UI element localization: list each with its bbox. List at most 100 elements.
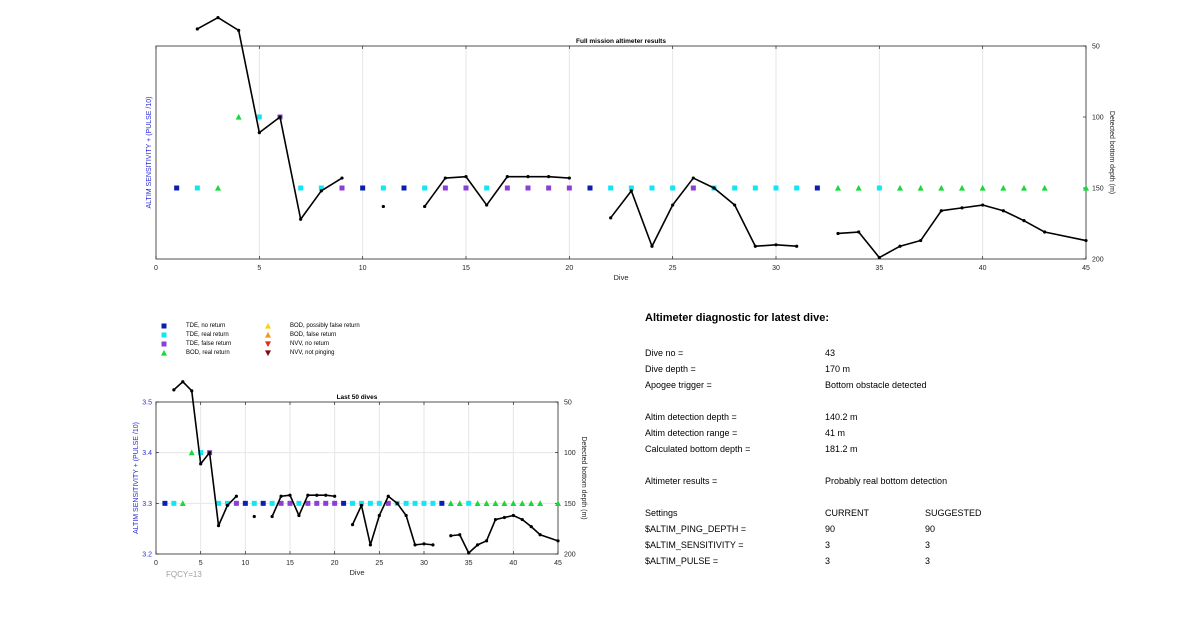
last-50-marker bbox=[403, 500, 409, 506]
full-mission-marker bbox=[442, 185, 448, 191]
full-mission-bottom-depth-point bbox=[671, 203, 675, 207]
legend-symbol bbox=[265, 350, 271, 357]
current-header: CURRENT bbox=[825, 508, 869, 518]
last-50-marker bbox=[376, 500, 382, 506]
last-50-bottom-depth-point bbox=[422, 542, 426, 546]
legend-label: BOD, real return bbox=[186, 350, 230, 356]
ping-depth-row: $ALTIM_PING_DEPTH = 90 90 bbox=[645, 524, 1095, 536]
full-mission-bottom-depth-point bbox=[319, 189, 323, 193]
legend-label: TDE, false return bbox=[186, 341, 232, 347]
legend-square-icon bbox=[161, 323, 167, 329]
full-mission-bottom-depth-point bbox=[795, 244, 799, 248]
last-50-x-tick-label: 20 bbox=[331, 560, 339, 567]
bottom-depth-row: Calculated bottom depth = 181.2 m bbox=[645, 444, 1095, 456]
pulse-label: $ALTIM_PULSE = bbox=[645, 556, 719, 566]
full-mission-bottom-depth-point bbox=[981, 203, 985, 207]
full-mission-bottom-depth-point bbox=[526, 175, 530, 179]
full-mission-bottom-depth-point bbox=[547, 175, 551, 179]
full-mission-bottom-depth-point bbox=[836, 231, 840, 236]
pulse-current: 3 bbox=[825, 556, 831, 566]
last-50-marker bbox=[519, 500, 526, 506]
last-50-title: Last 50 dives bbox=[337, 394, 378, 401]
full-mission-bottom-depth-point bbox=[216, 16, 220, 20]
last-50-bottom-depth-point bbox=[449, 534, 453, 538]
legend-label: NVV, no return bbox=[290, 341, 330, 347]
full-mission-x-tick-label: 30 bbox=[772, 265, 780, 272]
full-mission-bottom-depth-point bbox=[237, 28, 241, 32]
last-50-marker bbox=[492, 500, 499, 506]
full-mission-marker bbox=[587, 185, 593, 191]
settings-header-row: Settings CURRENT SUGGESTED bbox=[645, 508, 1095, 520]
last-50-marker bbox=[198, 450, 204, 456]
last-50-x-tick-label: 40 bbox=[509, 560, 517, 567]
full-mission-bottom-depth-point bbox=[733, 203, 737, 207]
last-50-marker bbox=[332, 500, 338, 506]
full-mission-marker bbox=[215, 184, 221, 191]
dive-no-label: Dive no = bbox=[645, 348, 684, 358]
last-50-bottom-depth-point bbox=[502, 515, 506, 520]
legend-square-icon bbox=[161, 341, 167, 347]
full-mission-bottom-depth-point bbox=[278, 115, 282, 119]
last-50-marker bbox=[233, 500, 239, 506]
full-mission-x-tick-label: 40 bbox=[979, 265, 987, 272]
last-50-marker bbox=[528, 500, 535, 506]
full-mission-marker bbox=[628, 185, 634, 191]
full-mission-bottom-depth-point bbox=[712, 186, 716, 190]
legend-symbol bbox=[161, 323, 167, 329]
legend-triangle-down-icon bbox=[265, 341, 271, 348]
full-mission-bottom-depth-point bbox=[877, 255, 881, 260]
full-mission-axes-box bbox=[155, 45, 1087, 260]
legend-symbol bbox=[161, 349, 167, 356]
legend-symbol bbox=[161, 332, 167, 338]
full-mission-bottom-depth-point bbox=[567, 176, 571, 180]
last-50-marker bbox=[260, 500, 266, 506]
full-mission-marker bbox=[938, 184, 945, 191]
full-mission-marker bbox=[1041, 184, 1048, 191]
last-50-bottom-depth-point bbox=[350, 523, 355, 527]
full-mission-bottom-depth-point bbox=[691, 176, 695, 180]
last-50-marker bbox=[269, 500, 275, 506]
full-mission-marker bbox=[979, 184, 986, 191]
ping-depth-suggested: 90 bbox=[925, 524, 936, 534]
last-50-marker bbox=[216, 500, 222, 506]
results-label: Altimeter results = bbox=[645, 476, 718, 486]
last-50-marker bbox=[447, 500, 454, 506]
last-50-bottom-depth-point bbox=[315, 493, 319, 497]
full-mission-marker bbox=[959, 184, 965, 191]
last-50-bottom-depth-point bbox=[476, 543, 480, 547]
full-mission-bottom-depth-point bbox=[919, 238, 923, 243]
full-mission-x-tick-label: 45 bbox=[1082, 265, 1090, 272]
last-50-bottom-depth-line bbox=[173, 380, 237, 527]
full-mission-marker bbox=[546, 185, 552, 191]
full-mission-marker bbox=[855, 184, 862, 191]
full-mission-bottom-depth-point bbox=[857, 230, 861, 234]
last-50-marker bbox=[483, 500, 490, 506]
full-mission-marker bbox=[794, 185, 800, 191]
sensitivity-suggested: 3 bbox=[925, 540, 931, 550]
full-mission-marker bbox=[1083, 184, 1089, 191]
full-mission-bottom-depth-point bbox=[340, 176, 344, 180]
last-50-bottom-depth-point bbox=[225, 503, 230, 507]
full-mission-x-tick-label: 25 bbox=[669, 265, 677, 272]
last-50-bottom-depth-point bbox=[208, 451, 212, 455]
last-50-marker bbox=[207, 450, 213, 456]
last-50-marker bbox=[251, 500, 257, 506]
legend-symbol bbox=[265, 331, 271, 338]
full-mission-y-right-tick-label: 150 bbox=[1092, 186, 1104, 193]
last-50-bottom-depth-point bbox=[297, 513, 301, 518]
last-50-y-right-label: Detected bottom depth (m) bbox=[580, 436, 587, 519]
last-50-bottom-depth-point bbox=[395, 501, 399, 505]
pulse-suggested: 3 bbox=[925, 556, 931, 566]
full-mission-bottom-depth-point bbox=[299, 217, 303, 221]
detection-depth-value: 140.2 m bbox=[825, 412, 858, 422]
bottom-depth-value: 181.2 m bbox=[825, 444, 858, 454]
last-50-bottom-depth-point bbox=[431, 543, 435, 547]
full-mission-marker bbox=[897, 184, 903, 191]
full-mission-marker bbox=[194, 185, 200, 191]
detection-range-row: Altim detection range = 41 m bbox=[645, 428, 1095, 440]
last-50-bottom-depth-point bbox=[493, 517, 498, 522]
full-mission-marker bbox=[360, 185, 366, 191]
last-50-y-left-tick-label: 3.5 bbox=[142, 400, 152, 407]
full-mission-marker bbox=[752, 185, 758, 191]
marker-legend: TDE, no return TDE, real return TDE, false… bbox=[160, 322, 420, 362]
